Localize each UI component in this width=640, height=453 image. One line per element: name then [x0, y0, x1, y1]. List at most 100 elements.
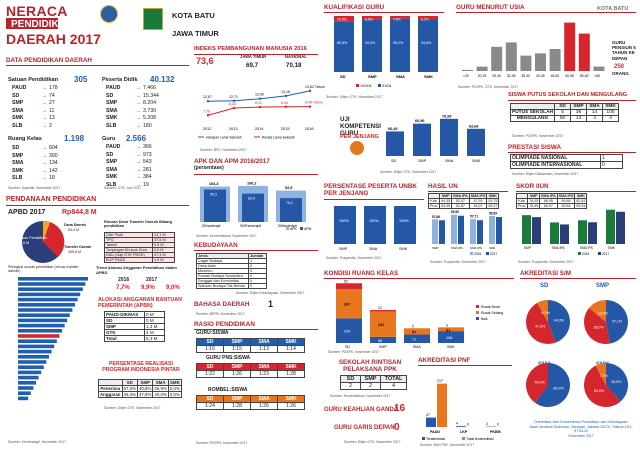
- ipm-legend-2: Rerata Lama Sekolah: [262, 136, 295, 140]
- apk-category: SM/sederajat: [278, 224, 297, 228]
- alokasi-title: ALOKASI ANGGARAN BANTUAN PEMERINTAH (APB…: [98, 297, 182, 310]
- satuan-value: 178: [49, 85, 58, 91]
- ipm-kota-value: 73,6: [196, 56, 214, 66]
- guru-row: SMP → 543: [106, 159, 165, 167]
- peringkat-bar: [18, 277, 88, 281]
- kondisi-bar-chart: 224 267 52 SD 56 231 13 SMP 77 57 0 SMA 108 313 SMK Rus…: [336, 279, 503, 349]
- keahlian-label: GURU KEAHLIAN GANDA: [324, 407, 398, 413]
- ipm-label-rerata: 7,76: [203, 109, 210, 113]
- unbk-category: SMP: [339, 247, 348, 251]
- gurupns-table: SD SMP SMA SMK 1:22 1:26 1:23 1:28: [196, 363, 305, 378]
- kondisi-value-sedang: 231: [378, 323, 384, 327]
- kondisi-bar-baik: [336, 318, 362, 343]
- garis-value: 0: [394, 422, 400, 433]
- ruang-key: SD: [12, 145, 20, 151]
- table-cell: 0: [248, 283, 267, 289]
- pnf-legend-2: Tidak terakreditasi: [466, 437, 494, 441]
- putus-source: Sumber: PDSPK, November 2017: [512, 134, 564, 138]
- kualifikasi-bar-lt-s1: [362, 16, 382, 20]
- arrow-icon: →: [41, 107, 48, 114]
- pnf-title: AKREDITASI PNF: [418, 357, 471, 364]
- pie-value-transfer: 335,8 M: [68, 250, 81, 254]
- kota-batu-emblem-icon: [143, 8, 163, 30]
- kebudayaan-title: KEBUDAYAAN: [194, 242, 238, 249]
- akr-sd-label-b: 47,5%: [535, 325, 546, 329]
- table-cell: 1:15: [223, 345, 251, 353]
- iiun-bar-2017: [588, 222, 597, 244]
- guru-row: SMA → 281: [106, 167, 165, 175]
- apm-value: 70,2: [286, 201, 293, 205]
- pd-list: PAUD → 7.466 SD → 15.344 SMP → 8.204 SMA → 3.730 SMK…: [106, 85, 165, 131]
- garis-source: Sumber: Ditjen GTK, November 2017: [344, 440, 401, 444]
- ruang-value: 604: [49, 145, 58, 151]
- table-cell: 40,8%: [136, 385, 154, 392]
- table-cell: 1,9 M: [152, 257, 175, 263]
- table-row: 1:16 1:15 1:13 1:14: [196, 345, 305, 353]
- uji-category: SMP: [418, 159, 427, 163]
- rintisan-table: SD SMP TOTAL 2 2 4: [340, 375, 407, 390]
- kualifikasi-bar-lt-s1: [334, 16, 354, 22]
- table-cell: Total: [104, 335, 145, 342]
- apk-legend: APK: [290, 227, 298, 231]
- usia-bar-chart: <20 20-25 25-30 30-35 35-40 40-45 45-50 50-55 55…: [462, 22, 605, 78]
- tren-title: Trend Alokasi Anggaran Pendidikan dalam …: [96, 265, 177, 275]
- peringkat-bar-chart: [18, 277, 88, 401]
- kondisi-bar-baik: [438, 331, 464, 343]
- table-cell: MENGULANG: [509, 115, 556, 122]
- satuan-key: SMA: [12, 107, 24, 114]
- table-row: SD SMP SMA SMK: [196, 395, 305, 403]
- usia-bar: [535, 53, 546, 71]
- uji-category: SD: [391, 159, 397, 163]
- usia-category: 40-45: [536, 74, 545, 78]
- ipm-line-chart: 12,67 7,76 2012 12,71 8,34 2013 12,90 8,41 2014 1…: [198, 85, 325, 140]
- hasilun-category: SMK: [489, 246, 496, 250]
- apm-value: 95,5: [210, 193, 217, 197]
- ipm-label-harapan: 12,67: [203, 95, 212, 99]
- ipm-source: Sumber: BPS, November 2017: [200, 148, 247, 152]
- peringkat-bar: [18, 391, 31, 395]
- guru-row: SMK → 384: [106, 174, 165, 182]
- table-cell: 1:14: [277, 345, 305, 353]
- table-cell: SD: [196, 395, 224, 403]
- pnf-value-tidak: 217: [437, 379, 443, 383]
- kondisi-bar-berat: [370, 310, 396, 312]
- hasilun-bar-2017: [439, 220, 445, 244]
- kondisi-value-baik: 108: [446, 336, 452, 340]
- dpd-source-1: Sumber: Dapodik, November 2017: [8, 186, 61, 190]
- pnf-bar-terakreditasi: [426, 417, 436, 427]
- akr-smk-slice-b: [584, 365, 621, 407]
- table-cell: 1:24: [196, 402, 224, 410]
- table-row: 1:22 1:26 1:23 1:28: [196, 370, 305, 378]
- pd-key: SD: [106, 92, 114, 99]
- tren-value-2: 9,9%: [141, 285, 155, 291]
- akr-smp-label-b: 39,0%: [593, 325, 604, 329]
- iiun-legend-1: 2016: [582, 252, 589, 256]
- ruang-row: SMK → 142: [12, 168, 71, 176]
- pie-label-transfer: Transfer Daerah: [64, 245, 91, 249]
- ruang-key: SMA: [12, 160, 24, 167]
- ruang-key: SMK: [12, 167, 24, 174]
- arrow-icon: →: [41, 152, 48, 159]
- iiun-bar-2016: [606, 209, 615, 244]
- pie-label-non-urusan: Non Urusan Pendidikan: [9, 236, 47, 240]
- arrow-icon: →: [135, 166, 142, 173]
- title-daerah: DAERAH 2017: [6, 31, 101, 47]
- peringkat-title: Peringkat urusan pendidikan (di luar tra…: [8, 265, 79, 274]
- akr-sma-label-a: 60,0%: [553, 387, 564, 391]
- apk-subtitle: (persentase): [194, 165, 224, 171]
- kebudayaan-table: Jenis Jumlah Cagar Budaya 1 Desa Adat 0 Museum…: [196, 253, 267, 289]
- table-row: SD SMP SMA SMK: [196, 338, 305, 346]
- usia-title: GURU MENURUT USIA: [456, 4, 525, 11]
- hasilun-legend-2: 2017: [490, 252, 497, 256]
- guru-key: PAUD: [106, 144, 121, 150]
- hasilun-source: Sumber: Puspendik, November 2017: [430, 260, 486, 264]
- akr-smk-slice-c: [595, 363, 606, 385]
- satuan-value: 27: [49, 100, 55, 107]
- pd-value: 8.204: [143, 100, 156, 107]
- peringkat-bar: [18, 334, 60, 338]
- iiun-title: SKOR IIUN: [516, 183, 549, 190]
- ipm-point-harapan: [258, 97, 262, 100]
- pd-row: SD → 15.344: [106, 93, 165, 101]
- iiun-category: SMP: [524, 246, 531, 250]
- kondisi-category: SD: [345, 345, 350, 349]
